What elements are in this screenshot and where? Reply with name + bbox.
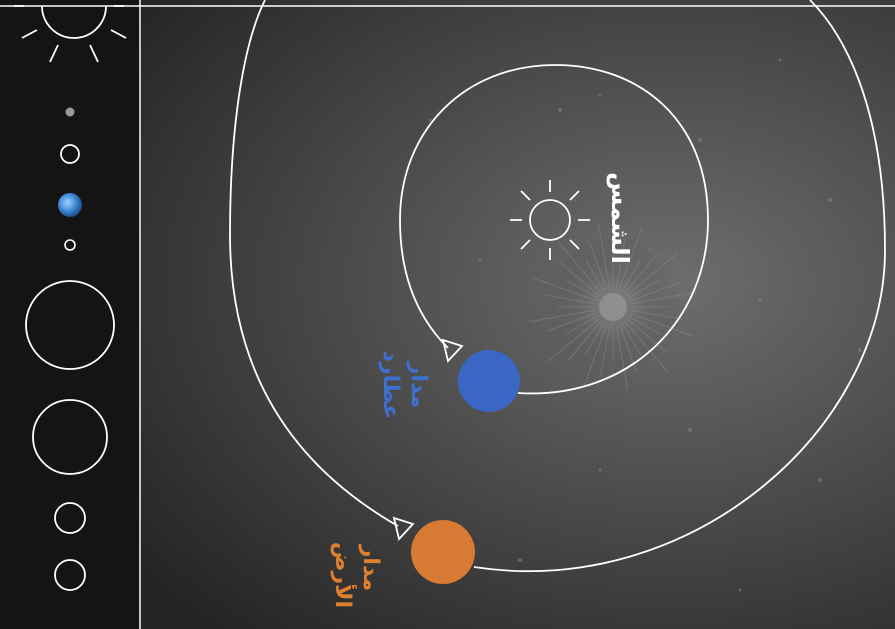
- sun-label: الشمس: [606, 172, 634, 264]
- sidebar-saturn-icon: [32, 399, 108, 475]
- planet-sidebar: [0, 0, 141, 629]
- sidebar-sun-icon: [14, 5, 127, 63]
- sidebar-venus-icon: [60, 144, 80, 164]
- earth-orbit-label-line2: الأرض: [330, 542, 358, 608]
- sun-icon: [510, 180, 590, 260]
- mercury-orbit-label-line2: عطارد: [378, 351, 403, 420]
- earth-orbit-label-line1: مدار: [358, 544, 383, 592]
- mercury-orbit: [399, 64, 709, 395]
- sidebar-jupiter-icon: [25, 280, 115, 370]
- crater: [543, 235, 683, 375]
- mercury-planet: [458, 350, 520, 412]
- sidebar-mercury-icon: [65, 107, 75, 117]
- sidebar-mars-icon: [64, 239, 76, 251]
- earth-planet: [411, 520, 475, 584]
- crater-rays: [529, 223, 697, 391]
- mercury-orbit-arrowhead: [441, 338, 464, 363]
- earth-orbit: [229, 0, 886, 572]
- sidebar-neptune-icon: [54, 559, 86, 591]
- sidebar-uranus-icon: [54, 502, 86, 534]
- sidebar-earth-icon: [58, 193, 82, 217]
- mercury-orbit-label-line1: مدار: [406, 361, 431, 409]
- earth-orbit-arrowhead: [392, 516, 415, 541]
